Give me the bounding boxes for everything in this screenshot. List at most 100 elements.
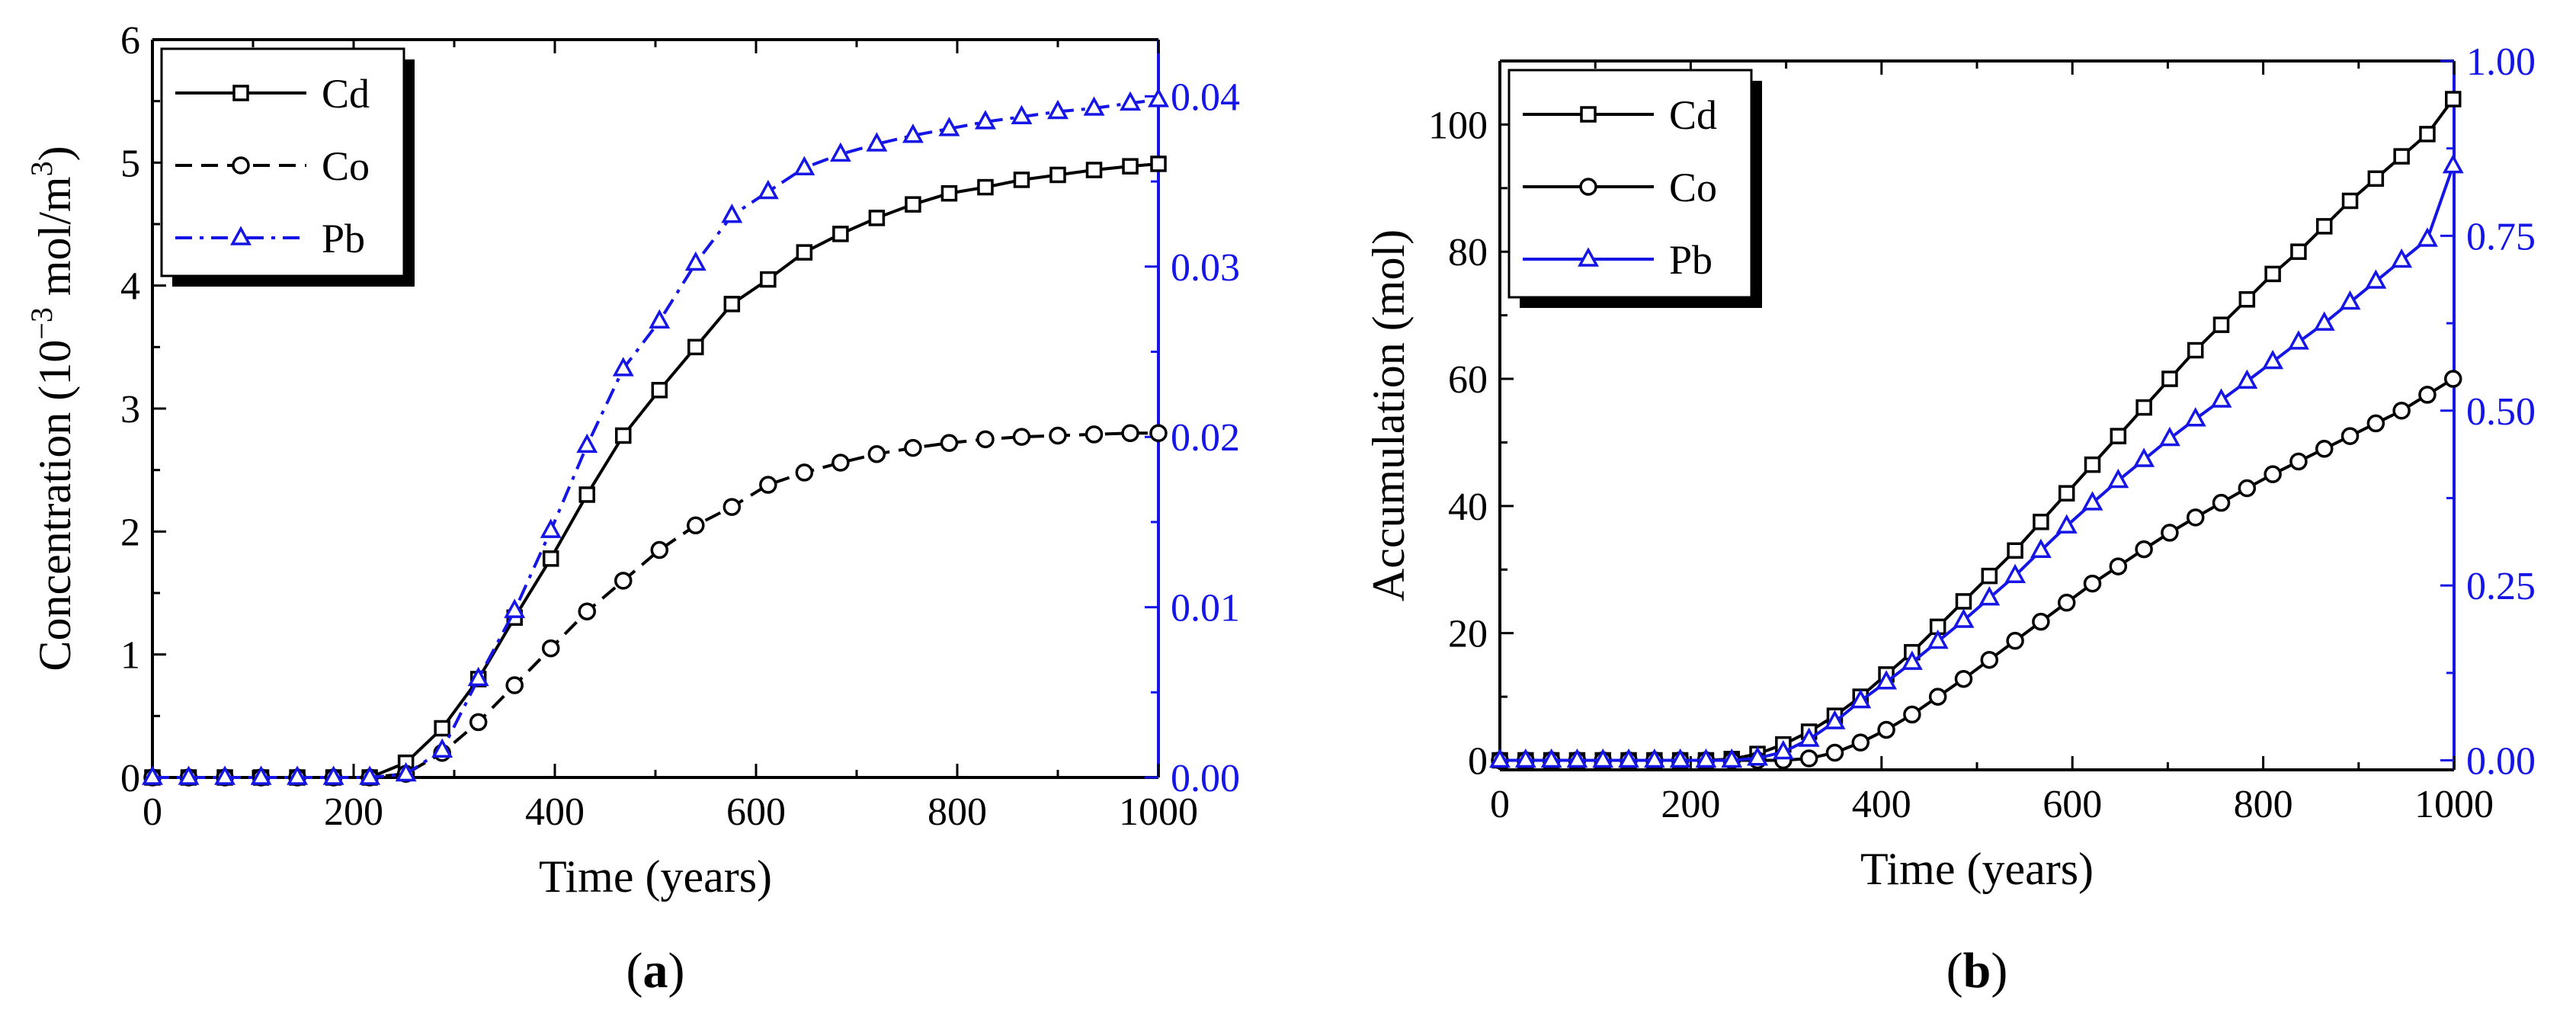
y-axis-label: Accumulation (mol) (1363, 229, 1414, 601)
data-point-cd (1013, 172, 1030, 188)
data-point-co (940, 434, 959, 452)
legend-marker-pb (1578, 247, 1599, 267)
data-point-pb (2210, 388, 2232, 408)
data-point-pb (2287, 330, 2309, 350)
data-point-pb (1953, 608, 1975, 628)
data-point-co (2238, 479, 2257, 498)
y-left-tick-label: 80 (1448, 231, 1488, 274)
data-point-cd (2315, 218, 2333, 235)
data-point-pb (1721, 748, 1743, 768)
data-point-pb (1798, 727, 1820, 747)
data-point-cd (723, 296, 741, 313)
data-point-pb (2055, 514, 2078, 534)
x-tick-label: 400 (1852, 783, 1911, 826)
panel-b-chart: 0 200 400 600 800 1000 0 20 40 60 80 100 0.00 0.25 0.5… (1363, 40, 2536, 999)
legend-label-co: Co (1669, 165, 1717, 210)
data-point-co (1903, 705, 1921, 724)
panel-label-open: ( (1946, 943, 1963, 999)
panel-label-letter: b (1963, 943, 1991, 999)
panel-label-close: ) (1991, 943, 2007, 999)
data-point-pb (1927, 629, 1949, 649)
data-point-pb (1083, 96, 1105, 116)
data-point-pb (1669, 748, 1691, 768)
data-point-co (2083, 574, 2102, 593)
data-point-co (722, 498, 742, 516)
x-axis-label: Time (years) (539, 851, 772, 902)
data-point-co (976, 430, 995, 449)
legend-label-pb: Pb (1669, 237, 1713, 283)
data-point-pb (1618, 748, 1639, 768)
data-point-co (505, 676, 524, 694)
data-point-co (2418, 386, 2437, 404)
data-point-pb (142, 765, 163, 785)
data-point-cd (2058, 485, 2075, 502)
legend: Cd Co Pb (1507, 69, 1762, 308)
data-point-cd (832, 226, 849, 242)
data-point-pb (1120, 91, 1141, 111)
data-point-pb (1514, 748, 1536, 768)
y-left-tick-label: 20 (1448, 613, 1488, 656)
data-point-pb (1772, 739, 1794, 760)
y-left-tick-label: 60 (1448, 358, 1488, 402)
data-point-co (2443, 370, 2462, 388)
x-tick-label: 1000 (1119, 790, 1198, 834)
data-point-pb (1978, 586, 2001, 606)
data-point-cd (2110, 428, 2127, 444)
data-point-cd (2238, 291, 2256, 308)
y-right-tick-label: 0.75 (2466, 215, 2536, 258)
data-point-cd (868, 210, 886, 226)
data-point-pb (504, 598, 526, 618)
data-point-pb (1047, 99, 1069, 120)
data-point-co (2186, 508, 2205, 527)
data-point-co (2341, 427, 2360, 445)
x-tick-label: 800 (2234, 783, 2293, 826)
data-point-pb (2107, 468, 2129, 489)
y-left-tick-label: 0 (1468, 739, 1488, 783)
data-point-cd (1049, 166, 1066, 184)
data-point-pb (1011, 104, 1033, 124)
data-point-cd (2084, 456, 2101, 473)
data-point-co (614, 572, 633, 590)
data-point-pb (2313, 311, 2335, 331)
legend-marker-pb (230, 226, 252, 245)
y-right-tick-label: 0.00 (2466, 740, 2536, 784)
y-axis-label-part: Concentration (10 (30, 340, 80, 672)
data-point-pb (2262, 349, 2284, 370)
y-right-tick-label: 0.00 (1171, 757, 1240, 800)
y-axis-label-part: mol/m (30, 176, 80, 307)
data-point-cd (2264, 265, 2281, 283)
data-point-pb (1592, 748, 1614, 768)
data-point-cd (1150, 155, 1167, 172)
data-point-co (2289, 452, 2308, 471)
data-point-co (1049, 426, 1067, 445)
data-point-pb (612, 357, 634, 377)
data-point-cd (796, 244, 813, 261)
data-point-pb (2158, 426, 2180, 447)
data-point-co (650, 540, 669, 559)
data-point-co (2212, 493, 2231, 512)
data-point-cd (578, 486, 595, 503)
data-point-cd (1981, 567, 1998, 585)
data-point-co (1799, 749, 1818, 768)
data-point-pb (902, 123, 924, 143)
data-point-co (2161, 524, 2179, 542)
data-point-pb (866, 132, 888, 152)
legend-marker-co (232, 156, 250, 175)
data-point-co (2366, 414, 2385, 433)
data-point-pb (2004, 563, 2027, 584)
data-point-co (759, 476, 777, 494)
y-right-tick-label: 0.03 (1171, 246, 1240, 290)
y-right-tick-label: 0.02 (1171, 416, 1240, 460)
data-point-co (2057, 593, 2076, 612)
data-point-co (1121, 424, 1139, 443)
data-point-pb (1850, 688, 1872, 709)
panel-label: (b) (1946, 943, 2008, 999)
data-point-cd (2135, 399, 2152, 416)
data-point-pb (359, 765, 381, 785)
x-tick-label: 400 (525, 790, 585, 834)
data-point-pb (1148, 88, 1169, 107)
data-point-pb (395, 761, 417, 782)
data-point-pb (1643, 748, 1665, 768)
data-point-co (469, 713, 488, 732)
